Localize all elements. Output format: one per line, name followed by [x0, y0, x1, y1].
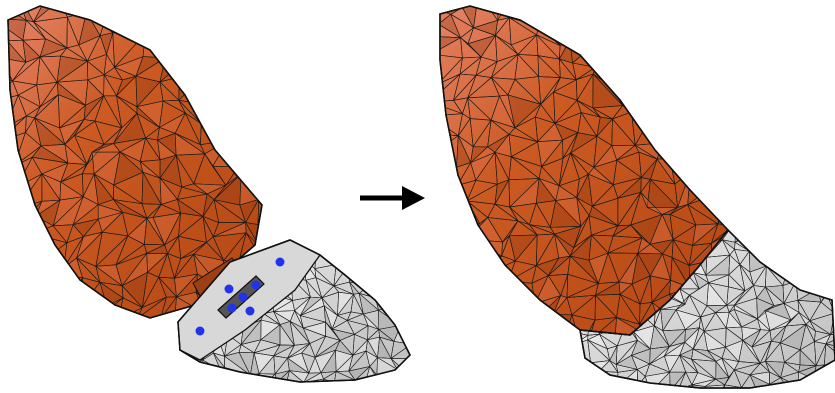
marker-7 — [195, 326, 205, 336]
marker-3 — [238, 292, 248, 302]
marker-4 — [251, 280, 261, 290]
marker-5 — [227, 303, 237, 313]
marker-6 — [245, 306, 255, 316]
before-markers — [195, 257, 285, 336]
marker-1 — [275, 257, 285, 267]
marker-2 — [224, 284, 234, 294]
transition-arrow — [360, 186, 425, 210]
